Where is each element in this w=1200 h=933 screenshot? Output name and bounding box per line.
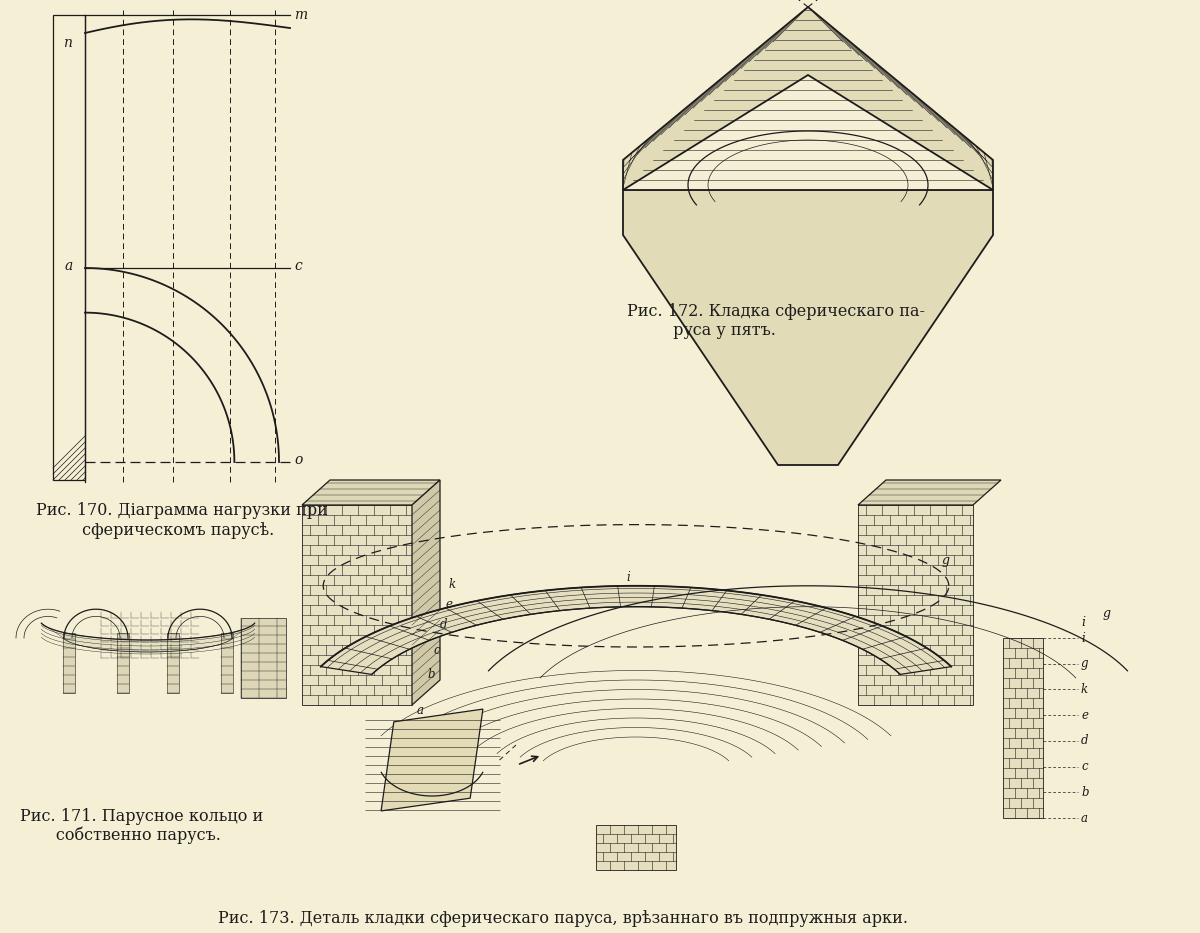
Polygon shape bbox=[302, 480, 440, 505]
Text: c: c bbox=[434, 644, 440, 657]
Text: a: a bbox=[65, 259, 73, 273]
Text: g: g bbox=[1103, 606, 1111, 620]
Text: Рис. 172. Кладка сферическаго па-: Рис. 172. Кладка сферическаго па- bbox=[628, 303, 925, 320]
Text: a: a bbox=[418, 703, 424, 717]
Bar bbox=[53, 15, 85, 480]
Bar bbox=[221, 633, 233, 693]
Polygon shape bbox=[858, 480, 1001, 505]
Text: e: e bbox=[445, 598, 452, 611]
Text: b: b bbox=[427, 669, 434, 681]
Text: i: i bbox=[1081, 617, 1085, 630]
Text: сферическомъ парусѣ.: сферическомъ парусѣ. bbox=[36, 522, 275, 539]
Polygon shape bbox=[623, 190, 994, 465]
Bar bbox=[241, 618, 286, 698]
Text: k: k bbox=[449, 578, 456, 592]
Text: Рис. 171. Парусное кольцо и: Рис. 171. Парусное кольцо и bbox=[20, 808, 263, 825]
Text: Рис. 173. Деталь кладки сферическаго паруса, врѣзаннаго въ подпружныя арки.: Рис. 173. Деталь кладки сферическаго пар… bbox=[218, 910, 908, 927]
Bar bbox=[1003, 638, 1043, 818]
Text: i: i bbox=[626, 571, 630, 584]
Bar bbox=[167, 633, 179, 693]
Text: b: b bbox=[1081, 786, 1088, 799]
Text: g: g bbox=[942, 554, 950, 567]
Text: n: n bbox=[64, 36, 72, 50]
Text: Рис. 170. Діаграмма нагрузки при: Рис. 170. Діаграмма нагрузки при bbox=[36, 502, 328, 519]
Text: o: o bbox=[294, 453, 302, 467]
Text: руса у пятъ.: руса у пятъ. bbox=[628, 322, 776, 339]
Text: d: d bbox=[1081, 734, 1088, 747]
Text: a: a bbox=[1081, 812, 1088, 825]
Bar bbox=[64, 633, 74, 693]
Text: e: e bbox=[1081, 709, 1088, 721]
Text: d: d bbox=[440, 619, 448, 632]
Text: собственно парусъ.: собственно парусъ. bbox=[20, 827, 221, 844]
Polygon shape bbox=[412, 480, 440, 705]
Bar bbox=[302, 505, 412, 705]
Polygon shape bbox=[382, 709, 482, 811]
Text: c: c bbox=[1081, 760, 1087, 773]
Bar bbox=[858, 505, 973, 705]
Polygon shape bbox=[41, 623, 254, 652]
Bar bbox=[596, 825, 676, 870]
Text: g: g bbox=[1081, 657, 1088, 670]
Bar bbox=[118, 633, 130, 693]
Text: c: c bbox=[294, 259, 301, 273]
Text: m: m bbox=[294, 8, 307, 22]
Text: i: i bbox=[1081, 632, 1085, 645]
Text: k: k bbox=[1081, 683, 1088, 696]
Polygon shape bbox=[320, 586, 952, 675]
Polygon shape bbox=[623, 7, 994, 190]
